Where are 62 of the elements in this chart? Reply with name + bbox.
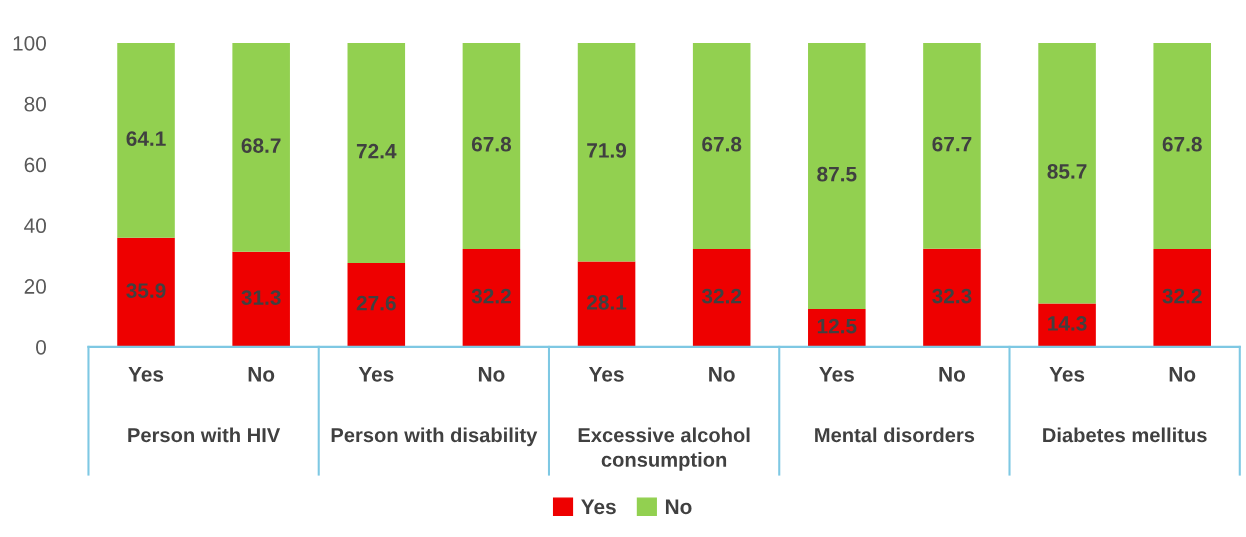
- data-label: 67.8: [702, 136, 742, 152]
- bar: [462, 42, 521, 250]
- y-tick-label: 20: [24, 279, 46, 294]
- bar: [1153, 42, 1211, 250]
- x-tick-label: No: [939, 367, 966, 382]
- x-tick-label: No: [248, 367, 275, 382]
- x-tick-label: No: [478, 367, 505, 382]
- bar: [692, 249, 751, 347]
- data-label: 35.9: [126, 283, 166, 298]
- y-tick-label: 60: [24, 157, 46, 173]
- x-tick-label: Yes: [819, 367, 854, 382]
- data-label: 67.8: [1162, 136, 1202, 152]
- x-tick-label: Yes: [358, 367, 394, 382]
- bar: [1038, 42, 1096, 304]
- data-label: 28.1: [587, 295, 627, 310]
- data-label: 31.3: [241, 290, 281, 305]
- data-label: 68.7: [241, 138, 281, 153]
- bar: [117, 42, 175, 238]
- bar: [462, 249, 521, 347]
- text: Excessive alcohol consumption: [578, 427, 750, 471]
- bar: [347, 42, 406, 264]
- data-label: 32.3: [932, 288, 972, 304]
- bar: [923, 42, 981, 249]
- x-tick-label: No: [709, 367, 735, 382]
- x-tick-label: Yes: [1049, 367, 1085, 382]
- y-tick-label: 40: [24, 218, 46, 234]
- y-tick-label: 80: [24, 96, 46, 112]
- bar: [808, 42, 866, 309]
- bar: [692, 42, 751, 250]
- data-label: 67.7: [932, 136, 972, 152]
- text: Diabetes mellitus: [1043, 427, 1207, 443]
- text: Mental disorders: [815, 427, 975, 443]
- data-label: 12.5: [817, 318, 857, 334]
- text: Person with disability: [331, 427, 538, 447]
- bar: [1153, 249, 1211, 347]
- data-label: 87.5: [817, 166, 857, 182]
- x-tick-label: Yes: [128, 367, 164, 382]
- y-tick-label: 0: [36, 339, 46, 355]
- x-tick-label: No: [1169, 367, 1196, 382]
- x-tick-label: Yes: [588, 367, 624, 382]
- bar: [232, 251, 290, 347]
- bar: [577, 42, 636, 262]
- y-tick-label: 100: [13, 35, 46, 51]
- data-label: 85.7: [1047, 164, 1087, 179]
- legend-label: No: [665, 499, 692, 515]
- data-label: 67.8: [471, 136, 512, 152]
- data-label: 32.2: [701, 288, 742, 304]
- data-label: 64.1: [126, 131, 166, 146]
- bar: [232, 42, 290, 252]
- legend-label: Yes: [581, 499, 616, 515]
- bar: [1038, 303, 1096, 347]
- data-label: 72.4: [356, 143, 397, 159]
- bar: [117, 237, 175, 347]
- text: Person with HIV: [128, 427, 281, 443]
- data-label: 71.9: [587, 143, 627, 158]
- data-label: 32.2: [471, 288, 511, 304]
- bar: [923, 248, 981, 347]
- bar: [577, 261, 636, 347]
- data-label: 32.2: [1162, 288, 1202, 304]
- data-label: 14.3: [1048, 316, 1087, 331]
- bar: [347, 263, 406, 347]
- data-label: 27.6: [356, 295, 396, 311]
